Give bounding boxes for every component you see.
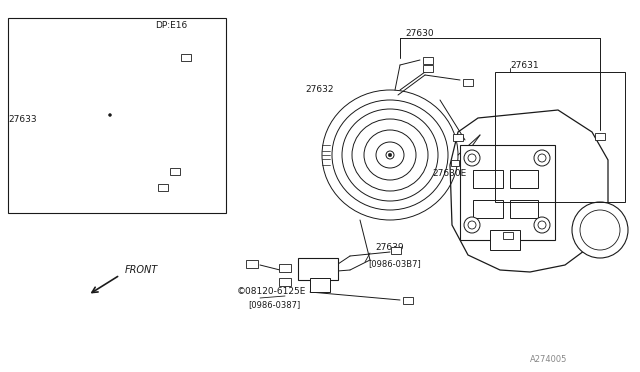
Circle shape bbox=[534, 150, 550, 166]
Bar bbox=[473, 170, 503, 188]
Text: A274005: A274005 bbox=[530, 356, 568, 365]
Circle shape bbox=[388, 153, 392, 157]
Bar bbox=[595, 132, 605, 140]
Text: FRONT: FRONT bbox=[125, 265, 158, 275]
Text: DP:E16: DP:E16 bbox=[155, 22, 188, 31]
Bar bbox=[279, 264, 291, 272]
Text: 27631: 27631 bbox=[510, 61, 539, 70]
Circle shape bbox=[538, 154, 546, 162]
Bar bbox=[490, 230, 520, 250]
Text: [0986-03B7]: [0986-03B7] bbox=[368, 260, 420, 269]
Bar bbox=[503, 231, 513, 238]
Circle shape bbox=[580, 210, 620, 250]
Bar bbox=[473, 200, 503, 218]
Bar bbox=[453, 134, 463, 141]
Circle shape bbox=[106, 111, 114, 119]
Circle shape bbox=[534, 217, 550, 233]
Bar bbox=[423, 64, 433, 71]
Bar bbox=[298, 258, 338, 280]
Text: 27632: 27632 bbox=[305, 86, 333, 94]
Circle shape bbox=[109, 113, 111, 116]
Bar bbox=[246, 260, 258, 268]
Bar bbox=[158, 183, 168, 190]
Bar bbox=[495, 72, 625, 202]
Bar bbox=[8, 18, 226, 213]
Text: 27630: 27630 bbox=[405, 29, 434, 38]
Circle shape bbox=[464, 150, 480, 166]
Circle shape bbox=[538, 221, 546, 229]
Bar bbox=[510, 170, 538, 188]
Text: ©08120-6125E: ©08120-6125E bbox=[237, 288, 307, 296]
Circle shape bbox=[572, 202, 628, 258]
Bar bbox=[170, 167, 180, 174]
Text: 27639: 27639 bbox=[375, 244, 404, 253]
Bar bbox=[463, 78, 473, 86]
Circle shape bbox=[386, 151, 394, 159]
Bar bbox=[181, 54, 191, 61]
Bar bbox=[451, 160, 459, 166]
Bar bbox=[510, 200, 538, 218]
Bar bbox=[310, 278, 330, 292]
Text: [0986-0387]: [0986-0387] bbox=[248, 301, 300, 310]
Circle shape bbox=[468, 221, 476, 229]
Bar bbox=[391, 247, 401, 253]
Bar bbox=[423, 57, 433, 64]
Bar bbox=[403, 296, 413, 304]
Bar bbox=[460, 145, 555, 240]
Circle shape bbox=[468, 154, 476, 162]
Text: 27630E: 27630E bbox=[432, 169, 467, 177]
Text: 27633: 27633 bbox=[8, 115, 36, 125]
Polygon shape bbox=[450, 110, 608, 272]
Bar bbox=[279, 278, 291, 286]
Circle shape bbox=[464, 217, 480, 233]
